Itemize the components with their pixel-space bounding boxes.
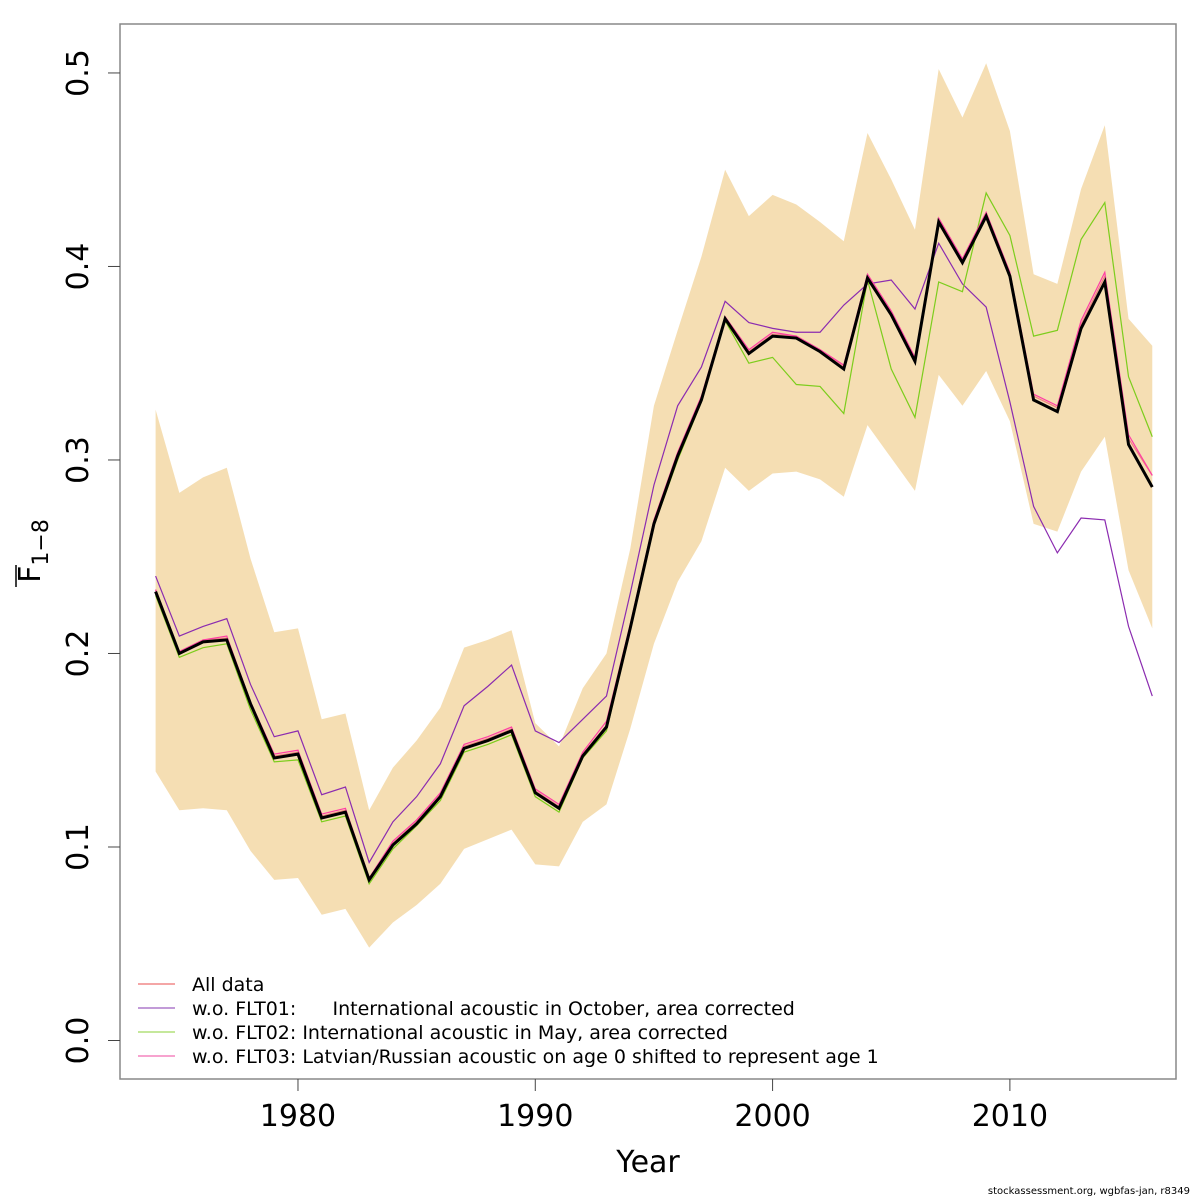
- series-line-estimate: [154, 212, 1154, 884]
- x-tick-label: 2000: [734, 1099, 810, 1134]
- y-tick-label-group: 0.0: [61, 1017, 96, 1065]
- y-tick-label: 0.4: [61, 243, 96, 291]
- y-tick-label-group: 0.5: [61, 49, 96, 97]
- y-tick-label-group: 0.2: [61, 630, 96, 678]
- plot-frame: [119, 23, 1177, 1080]
- y-tick-label-group: 0.1: [61, 823, 96, 871]
- confidence-band: [155, 63, 1153, 948]
- series-line-flt01: [155, 241, 1153, 864]
- y-tick-label-group: 0.4: [61, 243, 96, 291]
- legend-label: w.o. FLT02: International acoustic in Ma…: [192, 1022, 728, 1044]
- y-axis: 0.0 0.1 0.2 0.3 0.4 0.5: [61, 49, 120, 1064]
- y-axis-title: F1−8: [13, 519, 54, 587]
- x-tick-label: 1980: [260, 1099, 336, 1134]
- y-axis-title-main: F: [13, 566, 48, 583]
- legend-label: w.o. FLT01: International acoustic in Oc…: [192, 998, 795, 1020]
- legend-label: w.o. FLT03: Latvian/Russian acoustic on …: [192, 1046, 879, 1068]
- footer-credit: stockassessment.org, wgbfas-jan, r8349: [987, 1186, 1190, 1197]
- x-tick-label: 2010: [972, 1099, 1048, 1134]
- y-tick-label: 0.5: [61, 49, 96, 97]
- y-axis-title-subscript: 1−8: [29, 519, 54, 565]
- series-layer: [154, 191, 1154, 886]
- confidence-band-layer: [155, 63, 1153, 948]
- legend-label: All data: [192, 974, 264, 996]
- x-axis-title: Year: [615, 1145, 680, 1180]
- svg-text:F1−8: F1−8: [13, 519, 54, 583]
- y-tick-label-group: 0.3: [61, 436, 96, 484]
- y-tick-label: 0.3: [61, 436, 96, 484]
- y-tick-label: 0.1: [61, 823, 96, 871]
- y-tick-label: 0.2: [61, 630, 96, 678]
- x-tick-label: 1990: [497, 1099, 573, 1134]
- x-axis: 1980 1990 2000 2010: [260, 1079, 1048, 1134]
- y-tick-label: 0.0: [61, 1017, 96, 1065]
